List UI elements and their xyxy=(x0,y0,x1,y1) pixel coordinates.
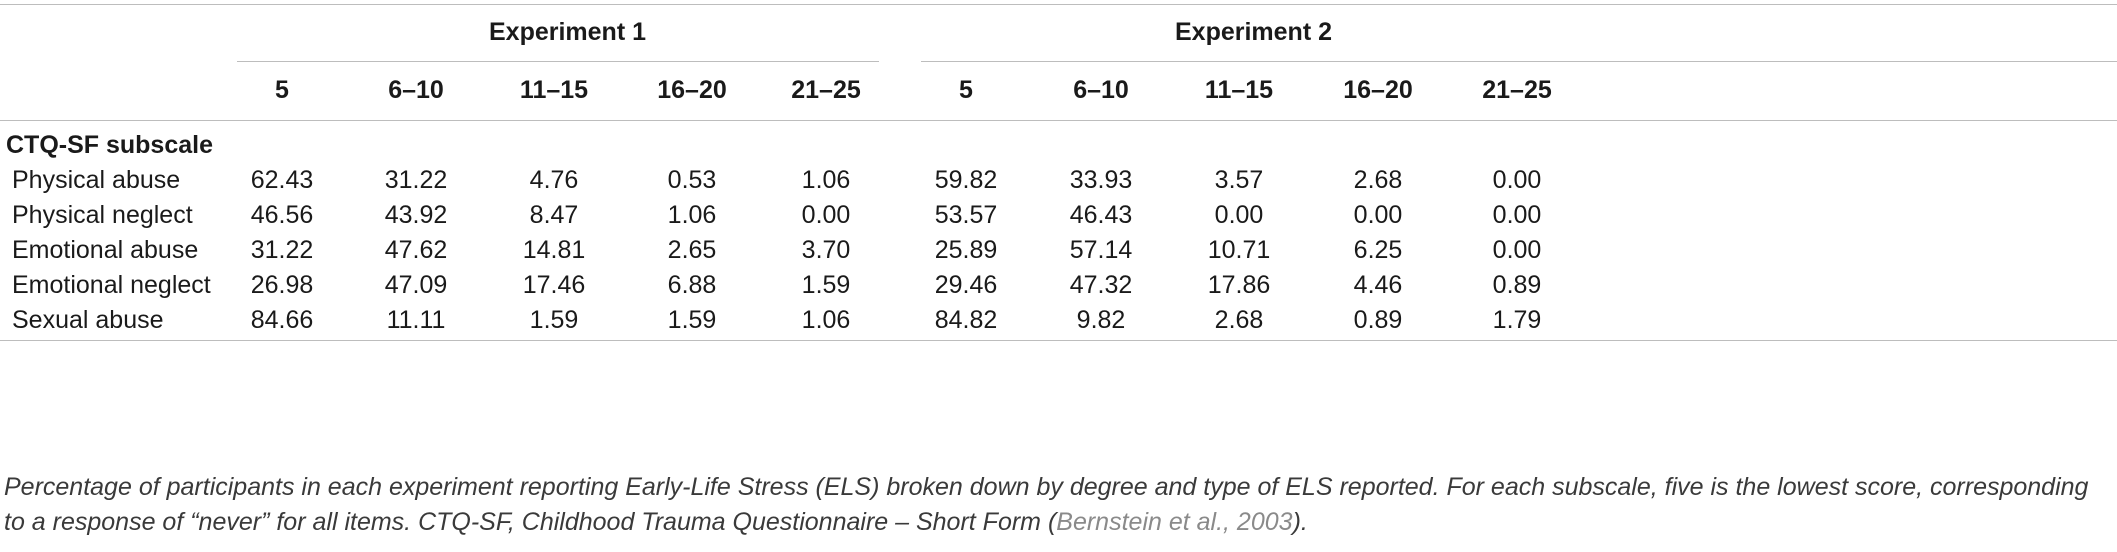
table-cell: 6.25 xyxy=(1353,236,1403,264)
column-header: 11–15 xyxy=(1204,76,1274,104)
table-cell: 3.57 xyxy=(1214,166,1264,194)
table-cell: 29.46 xyxy=(934,271,998,299)
section-label-ctq-sf-subscale: CTQ-SF subscale xyxy=(6,131,213,159)
header-bottom-rule xyxy=(0,120,2117,121)
table-cell: 25.89 xyxy=(934,236,998,264)
table-cell: 0.00 xyxy=(1214,201,1264,229)
table-cell: 0.89 xyxy=(1492,271,1542,299)
table-cell: 0.00 xyxy=(1492,201,1542,229)
table-cell: 47.62 xyxy=(384,236,448,264)
table-cell: 59.82 xyxy=(934,166,998,194)
table-cell: 17.86 xyxy=(1207,271,1271,299)
table-cell: 9.82 xyxy=(1076,306,1126,334)
table-caption: Percentage of participants in each exper… xyxy=(4,470,2114,540)
table-cell: 31.22 xyxy=(384,166,448,194)
table-cell: 1.79 xyxy=(1492,306,1542,334)
table-cell: 17.46 xyxy=(522,271,586,299)
table-cell: 0.00 xyxy=(1492,236,1542,264)
caption-text-end: ). xyxy=(1292,508,1308,536)
table-cell: 26.98 xyxy=(250,271,314,299)
row-label: Physical neglect xyxy=(12,201,193,229)
table-cell: 1.59 xyxy=(529,306,579,334)
column-header: 6–10 xyxy=(388,76,444,104)
column-header: 11–15 xyxy=(519,76,589,104)
table-cell: 1.06 xyxy=(801,166,851,194)
column-header: 16–20 xyxy=(1343,76,1413,104)
group-header-experiment-2: Experiment 2 xyxy=(1175,18,1333,46)
table-cell: 62.43 xyxy=(250,166,314,194)
table-cell: 0.53 xyxy=(667,166,717,194)
table-cell: 10.71 xyxy=(1207,236,1271,264)
column-header: 5 xyxy=(275,76,289,104)
table-cell: 1.59 xyxy=(801,271,851,299)
table-cell: 1.59 xyxy=(667,306,717,334)
table-cell: 47.09 xyxy=(384,271,448,299)
table-cell: 4.76 xyxy=(529,166,579,194)
experiment-1-underline xyxy=(237,61,879,62)
table-cell: 0.00 xyxy=(1353,201,1403,229)
table-cell: 2.68 xyxy=(1214,306,1264,334)
table-top-rule xyxy=(0,4,2117,5)
row-label: Emotional neglect xyxy=(12,271,211,299)
column-header: 5 xyxy=(959,76,973,104)
table-cell: 53.57 xyxy=(934,201,998,229)
table-cell: 46.43 xyxy=(1069,201,1133,229)
table-cell: 2.65 xyxy=(667,236,717,264)
row-label: Physical abuse xyxy=(12,166,181,194)
column-header: 21–25 xyxy=(1482,76,1552,104)
table-cell: 0.00 xyxy=(1492,166,1542,194)
table-cell: 31.22 xyxy=(250,236,314,264)
table-cell: 3.70 xyxy=(801,236,851,264)
table-cell: 43.92 xyxy=(384,201,448,229)
table-cell: 11.11 xyxy=(386,306,446,334)
citation-link[interactable]: Bernstein et al., 2003 xyxy=(1056,508,1293,536)
table-cell: 46.56 xyxy=(250,201,314,229)
table-cell: 0.00 xyxy=(801,201,851,229)
caption-text: Percentage of participants in each exper… xyxy=(4,473,2089,536)
column-header: 21–25 xyxy=(791,76,861,104)
table-cell: 2.68 xyxy=(1353,166,1403,194)
table-cell: 1.06 xyxy=(667,201,717,229)
group-header-experiment-1: Experiment 1 xyxy=(489,18,647,46)
table-cell: 6.88 xyxy=(667,271,717,299)
table-bottom-rule xyxy=(0,340,2117,341)
table-cell: 4.46 xyxy=(1353,271,1403,299)
column-header: 6–10 xyxy=(1073,76,1129,104)
table-cell: 1.06 xyxy=(801,306,851,334)
table-cell: 14.81 xyxy=(522,236,586,264)
table-cell: 47.32 xyxy=(1069,271,1133,299)
table-cell: 33.93 xyxy=(1069,166,1133,194)
table-cell: 0.89 xyxy=(1353,306,1403,334)
table-cell: 57.14 xyxy=(1069,236,1133,264)
table-cell: 84.82 xyxy=(934,306,998,334)
table-cell: 84.66 xyxy=(250,306,314,334)
row-label: Emotional abuse xyxy=(12,236,199,264)
experiment-2-underline xyxy=(921,61,2117,62)
row-label: Sexual abuse xyxy=(12,306,164,334)
table-cell: 8.47 xyxy=(529,201,579,229)
column-header: 16–20 xyxy=(657,76,727,104)
